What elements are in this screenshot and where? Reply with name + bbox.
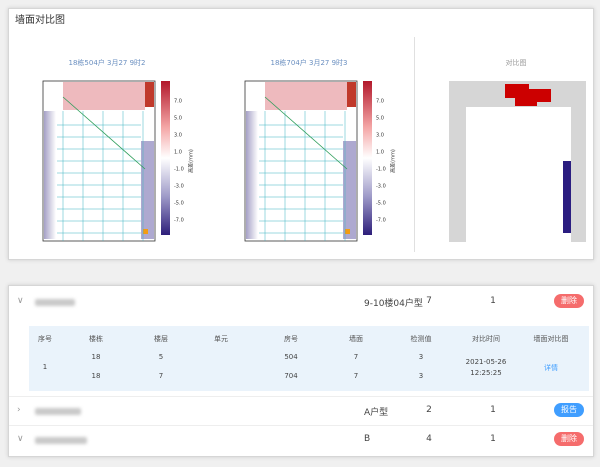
row-count: 4 xyxy=(426,434,432,444)
detail-time: 2021-05-26 12:25:25 xyxy=(465,358,507,377)
detail-header: 对比时间 xyxy=(472,335,500,343)
colorbar-tick-label: 5.0 xyxy=(174,116,182,122)
colorbar-tick-label: -5.0 xyxy=(174,201,184,207)
blurred-name xyxy=(35,437,87,444)
detail-header: 墙面对比图 xyxy=(533,335,569,343)
divider xyxy=(9,425,593,426)
row-num: 1 xyxy=(490,296,496,306)
heat-top xyxy=(63,82,145,110)
colorbar-tick-label: -1.0 xyxy=(174,167,184,173)
detail-link[interactable]: 详情 xyxy=(544,364,558,372)
detail-header: 房号 xyxy=(284,335,298,343)
detail-panel xyxy=(29,326,589,391)
compare-figure: 墙面对比图 18栋504户 3月27 9时2 7.0 5.0 3.0 1.0 -1.0 -3… xyxy=(15,13,586,252)
chart-title: 18栋504户 3月27 9时2 xyxy=(69,58,146,67)
colorbar-tick-label: -3.0 xyxy=(376,184,386,190)
detail-cell: 504 xyxy=(284,353,298,361)
detail-cell: 7 xyxy=(353,372,359,380)
panel-title: 墙面对比图 xyxy=(15,13,65,26)
row-type: A户型 xyxy=(364,408,389,418)
compare-card: 墙面对比图 18栋504户 3月27 9时2 7.0 5.0 3.0 1.0 -1.0 -3… xyxy=(8,8,594,260)
heat-spot xyxy=(143,229,148,234)
detail-cell: 3 xyxy=(418,353,424,361)
blurred-name xyxy=(35,408,81,415)
colorbar xyxy=(161,81,170,235)
colorbar-tick-label: -5.0 xyxy=(376,201,386,207)
diff-red xyxy=(505,84,551,106)
detail-header: 楼层 xyxy=(154,335,168,343)
wall-frame xyxy=(449,81,586,242)
detail-cell: 3 xyxy=(418,372,424,380)
colorbar-tick-label: -1.0 xyxy=(376,167,386,173)
detail-header: 单元 xyxy=(214,335,228,343)
compare-title: 对比图 xyxy=(506,58,527,67)
action-button[interactable]: 报告 xyxy=(554,403,584,417)
action-button[interactable]: 删除 xyxy=(554,432,584,446)
detail-header: 检测值 xyxy=(410,335,432,343)
colorbar xyxy=(363,81,372,235)
detail-cell: 7 xyxy=(158,372,164,380)
divider xyxy=(9,396,593,397)
colorbar-tick-label: 7.0 xyxy=(376,99,384,105)
colorbar-tick-label: 7.0 xyxy=(174,99,182,105)
diagonal xyxy=(264,96,348,170)
colorbar-tick-label: 3.0 xyxy=(174,133,182,139)
detail-header: 墙面 xyxy=(349,335,363,343)
expand-icon: › xyxy=(17,405,21,415)
colorbar-tick-label: 1.0 xyxy=(174,150,182,156)
detail-index: 1 xyxy=(42,363,48,371)
detail-header: 楼栋 xyxy=(89,335,103,343)
diff-blue xyxy=(563,161,571,233)
row-type: B xyxy=(364,434,371,444)
detail-cell: 18 xyxy=(91,353,101,361)
colorbar-label: 高差(mm) xyxy=(188,149,195,173)
colorbar-tick-label: -7.0 xyxy=(174,218,184,224)
detail-cell: 7 xyxy=(353,353,359,361)
heat-left xyxy=(246,111,258,239)
heat-right xyxy=(141,141,154,239)
heat-right xyxy=(343,141,356,239)
action-button[interactable]: 删除 xyxy=(554,294,584,308)
detail-cell: 704 xyxy=(284,372,298,380)
row-num: 1 xyxy=(490,405,496,415)
heat-top xyxy=(265,82,347,110)
list-card: ∨ 9-10楼04户型 7 1 删除 › A户型 2 1 报告 ∨ B 4 1 删除 序号 楼栋 楼层 单元 房号 墙面… xyxy=(8,285,594,457)
colorbar-tick-label: 1.0 xyxy=(376,150,384,156)
colorbar-tick-label: 5.0 xyxy=(376,116,384,122)
colorbar-tick-label: -7.0 xyxy=(376,218,386,224)
heat-left xyxy=(44,111,56,239)
row-count: 2 xyxy=(426,405,432,415)
diagonal xyxy=(62,96,146,170)
expand-icon: ∨ xyxy=(17,434,24,444)
colorbar-tick-label: 3.0 xyxy=(376,133,384,139)
heat-corner xyxy=(347,82,356,107)
chart-title: 18栋704户 3月27 9时3 xyxy=(271,58,348,67)
detail-cell: 18 xyxy=(91,372,101,380)
compare-divider xyxy=(414,37,415,252)
heat-corner xyxy=(145,82,154,107)
row-num: 1 xyxy=(490,434,496,444)
row-type: 9-10楼04户型 xyxy=(364,299,423,309)
row-count: 7 xyxy=(426,296,432,306)
heat-spot xyxy=(345,229,350,234)
colorbar-label: 高差(mm) xyxy=(390,149,397,173)
expand-icon: ∨ xyxy=(17,296,24,306)
detail-header: 序号 xyxy=(38,335,52,343)
blurred-name xyxy=(35,299,75,306)
detail-cell: 5 xyxy=(158,353,164,361)
colorbar-tick-label: -3.0 xyxy=(174,184,184,190)
